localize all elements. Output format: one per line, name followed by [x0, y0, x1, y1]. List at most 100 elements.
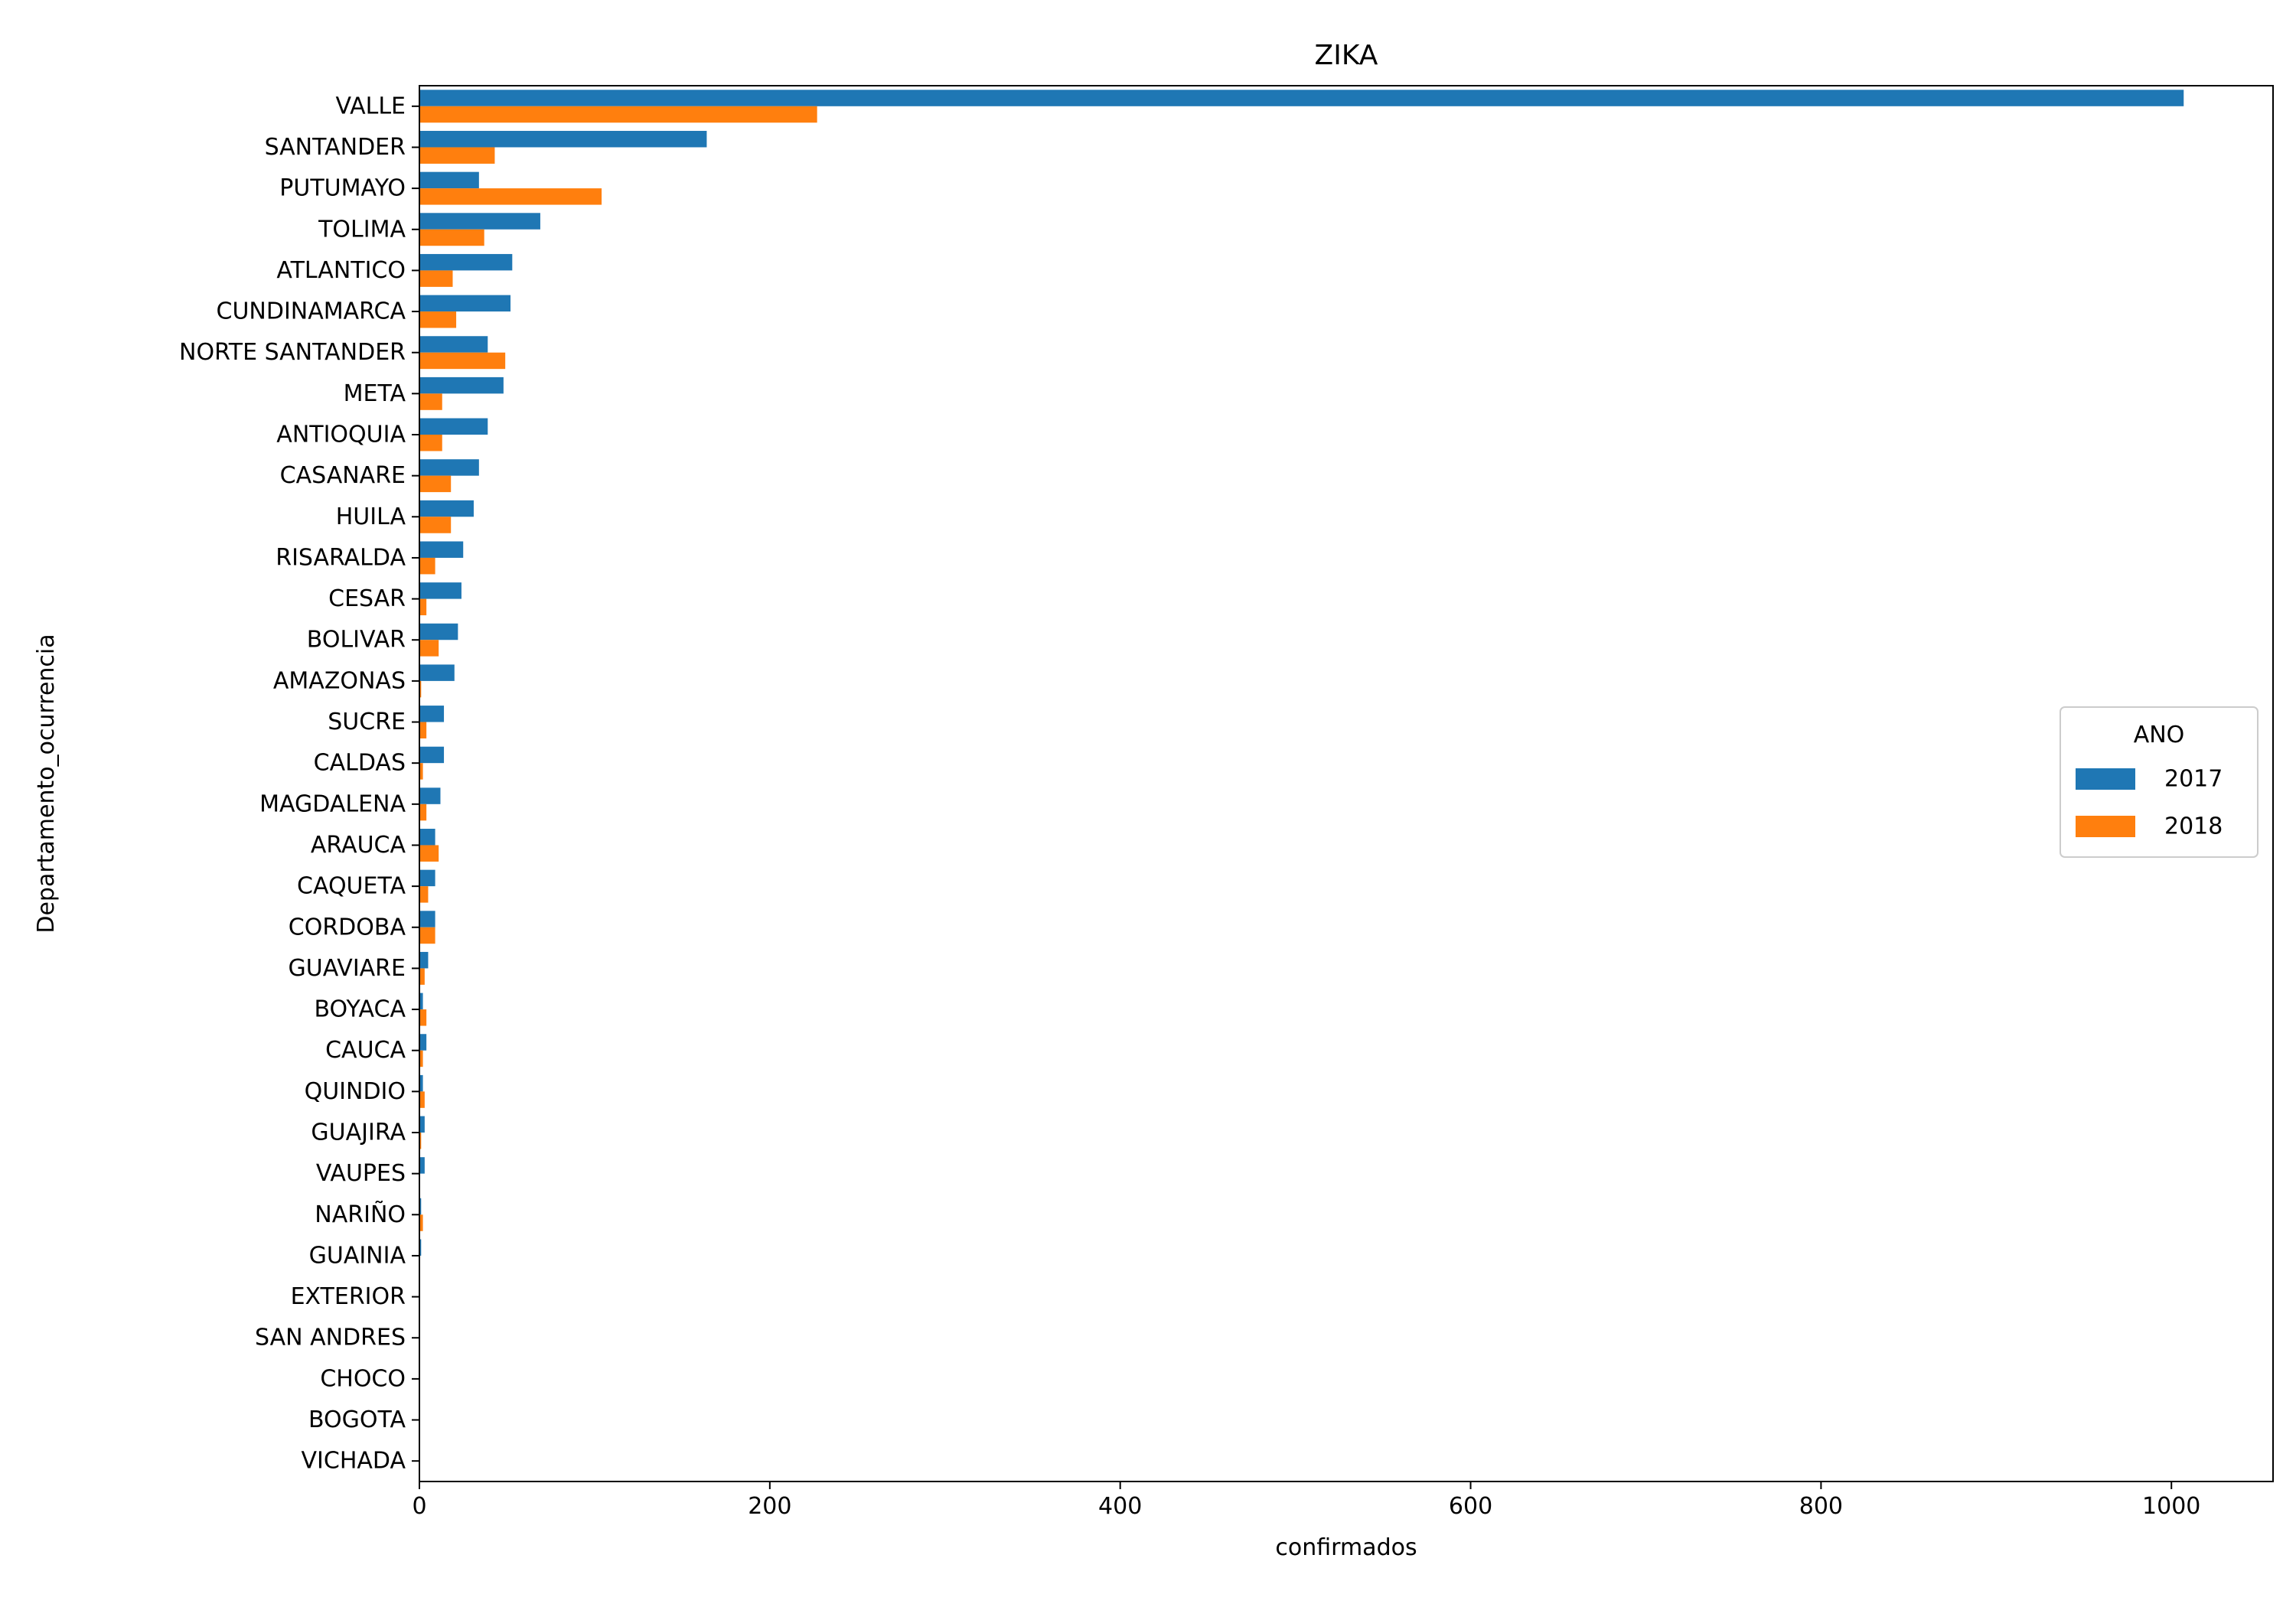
bar-2018-cauca — [419, 1050, 423, 1068]
bar-2017-caqueta — [419, 869, 435, 887]
bar-2018-santander — [419, 147, 495, 164]
bar-2017-meta — [419, 376, 504, 394]
bar-2017-atlantico — [419, 253, 513, 271]
bar-2018-nariño — [419, 1214, 423, 1231]
bar-2017-boyaca — [419, 993, 423, 1010]
bar-2018-huila — [419, 517, 452, 533]
y-tick-label: ARAUCA — [311, 832, 406, 859]
y-tick-label: ANTIOQUIA — [276, 422, 406, 448]
bar-2018-cordoba — [419, 927, 435, 944]
y-tick-label: CUNDINAMARCA — [217, 298, 406, 325]
x-ticks: 0 200 400 600 800 1000 — [412, 1482, 2200, 1520]
bar-2018-casanare — [419, 475, 452, 493]
bar-2017-bolivar — [419, 623, 458, 641]
y-tick-label: TOLIMA — [318, 216, 406, 243]
y-tick-label: SUCRE — [328, 709, 406, 735]
bar-2018-arauca — [419, 845, 439, 862]
y-tick-label: QUINDIO — [305, 1078, 406, 1105]
y-axis-label: Departamento_ocurrencia — [33, 634, 60, 933]
bar-2018-quindio — [419, 1091, 425, 1108]
bar-2018-magdalena — [419, 804, 427, 821]
bar-2017-huila — [419, 500, 474, 517]
y-tick-label: NORTE SANTANDER — [179, 339, 406, 366]
y-tick-label: PUTUMAYO — [279, 175, 406, 202]
y-tick-label: CORDOBA — [289, 914, 406, 940]
x-axis-label: confirmados — [1275, 1534, 1417, 1561]
y-tick-label: BOLIVAR — [307, 627, 406, 654]
y-tick-label: SANTANDER — [265, 134, 406, 161]
bar-2018-putumayo — [419, 188, 602, 205]
bar-2018-amazonas — [419, 680, 422, 698]
x-tick-label: 0 — [412, 1493, 426, 1520]
bar-2018-tolima — [419, 229, 484, 246]
legend-label-2018: 2018 — [2164, 813, 2223, 840]
legend-swatch-2017 — [2076, 768, 2135, 790]
y-tick-label: EXTERIOR — [291, 1283, 406, 1310]
bar-2017-putumayo — [419, 171, 479, 189]
y-tick-label: VICHADA — [302, 1448, 406, 1475]
bar-2018-antioquia — [419, 435, 442, 451]
bar-2017-guajira — [419, 1116, 425, 1133]
x-tick-label: 600 — [1449, 1493, 1492, 1520]
bar-2018-caldas — [419, 763, 423, 780]
bar-2018-cundinamarca — [419, 311, 457, 328]
bar-2017-santander — [419, 131, 707, 148]
y-tick-label: VAUPES — [316, 1160, 406, 1187]
bar-2017-valle — [419, 90, 2184, 106]
x-tick-label: 400 — [1098, 1493, 1142, 1520]
y-tick-label: CAUCA — [325, 1037, 406, 1064]
y-tick-label: BOGOTA — [308, 1407, 406, 1433]
legend-title: ANO — [2134, 722, 2185, 748]
bar-2018-atlantico — [419, 270, 453, 287]
bar-2018-caqueta — [419, 886, 429, 903]
y-tick-label: CHOCO — [320, 1365, 406, 1392]
bar-2017-magdalena — [419, 787, 441, 804]
y-ticks: VALLE SANTANDER PUTUMAYO TOLIMA ATLANTICO CUN… — [179, 93, 419, 1475]
bar-2017-antioquia — [419, 418, 488, 435]
y-tick-label: HUILA — [336, 504, 406, 530]
bar-2018-cesar — [419, 598, 427, 616]
bar-2017-cesar — [419, 582, 461, 599]
y-tick-label: AMAZONAS — [273, 667, 406, 694]
bar-2017-casanare — [419, 459, 479, 476]
bar-2017-cordoba — [419, 911, 435, 927]
y-tick-label: ATLANTICO — [276, 257, 406, 284]
bar-2017-cauca — [419, 1034, 427, 1051]
bar-2017-sucre — [419, 706, 445, 722]
bars-layer — [419, 90, 2184, 1256]
bar-2017-norte-santander — [419, 336, 488, 353]
legend-items: 2017 2018 — [2076, 766, 2223, 840]
bar-2018-valle — [419, 106, 817, 123]
x-tick-label: 200 — [748, 1493, 791, 1520]
bar-2017-risaralda — [419, 541, 464, 558]
bar-2017-nariño — [419, 1198, 422, 1215]
bar-2017-guaviare — [419, 951, 429, 969]
bar-2018-guajira — [419, 1133, 422, 1149]
x-tick-label: 1000 — [2142, 1493, 2200, 1520]
bar-2018-boyaca — [419, 1009, 427, 1026]
y-tick-label: CESAR — [328, 585, 406, 612]
legend-swatch-2018 — [2076, 816, 2135, 837]
y-tick-label: GUAVIARE — [288, 955, 406, 982]
y-tick-label: CAQUETA — [297, 873, 406, 900]
legend: ANO 2017 2018 — [2060, 706, 2258, 858]
bar-2017-vaupes — [419, 1157, 425, 1174]
bar-2018-sucre — [419, 722, 427, 738]
bar-2017-guainia — [419, 1239, 422, 1256]
bar-2017-arauca — [419, 829, 435, 846]
y-tick-label: RISARALDA — [276, 544, 406, 571]
y-tick-label: SAN ANDRES — [255, 1325, 406, 1351]
bar-2018-bolivar — [419, 640, 439, 657]
y-tick-label: BOYACA — [315, 996, 406, 1023]
bar-2017-amazonas — [419, 664, 455, 681]
y-tick-label: GUAJIRA — [311, 1120, 406, 1146]
bar-2018-risaralda — [419, 557, 435, 575]
bar-2017-quindio — [419, 1074, 423, 1092]
bar-2017-cundinamarca — [419, 295, 511, 312]
y-tick-label: META — [344, 380, 406, 407]
y-tick-label: MAGDALENA — [259, 790, 406, 817]
bar-2018-meta — [419, 393, 442, 410]
bar-2018-norte-santander — [419, 352, 506, 370]
